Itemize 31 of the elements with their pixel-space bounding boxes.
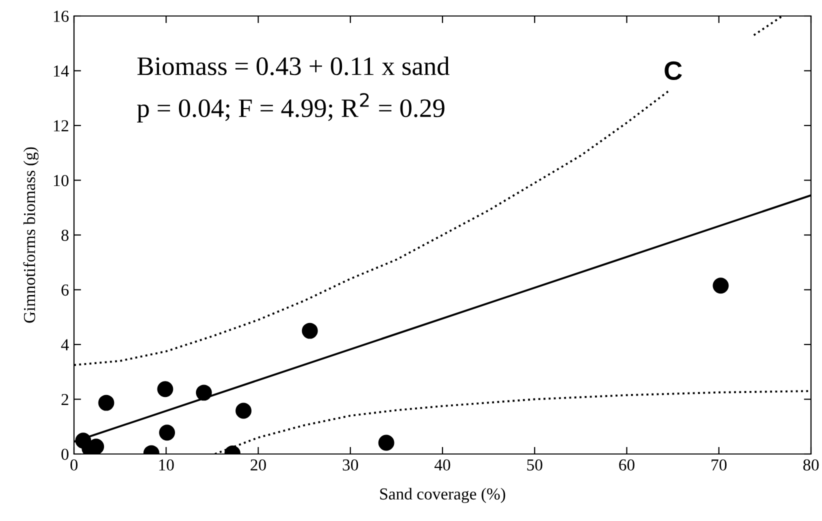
y-tick-label: 14 <box>54 66 69 77</box>
point <box>302 322 318 339</box>
x-tick-label: 80 <box>803 459 819 471</box>
annotation: p = 0.04; F = 4.99; R$^{2}$ = 0.29 <box>137 93 444 122</box>
y-tick-label: 4 <box>61 339 69 350</box>
x-tick-label: 50 <box>527 459 542 471</box>
y-tick-label: 0 <box>61 448 69 460</box>
y-tick-label: 12 <box>54 120 68 132</box>
x-axis-title: Sand coverage (%) <box>380 488 506 504</box>
point <box>159 424 176 441</box>
x-tick-label: 0 <box>70 459 78 471</box>
point <box>157 381 174 398</box>
y-tick-label: 6 <box>62 284 69 296</box>
point <box>712 278 729 294</box>
x-tick-label: 60 <box>619 459 634 471</box>
annotation: C <box>664 61 682 80</box>
y-tick-label: 8 <box>61 230 69 241</box>
point <box>378 434 394 451</box>
x-tick-label: 40 <box>434 459 450 471</box>
point <box>196 384 212 401</box>
point <box>98 394 114 411</box>
y-axis-title: Gimnotiforms biomass (g) <box>23 147 39 323</box>
x-tick-label: 10 <box>159 459 174 471</box>
point <box>236 402 252 419</box>
y-tick-label: 16 <box>54 10 69 22</box>
annotation: Biomass = 0.43 + 0.11 x sand <box>137 56 450 76</box>
x-tick-label: 20 <box>250 459 266 471</box>
x-tick-label: 30 <box>342 459 358 471</box>
y-tick-label: 2 <box>62 394 68 406</box>
y-tick-label: 10 <box>54 174 69 186</box>
x-tick-label: 70 <box>712 459 727 471</box>
